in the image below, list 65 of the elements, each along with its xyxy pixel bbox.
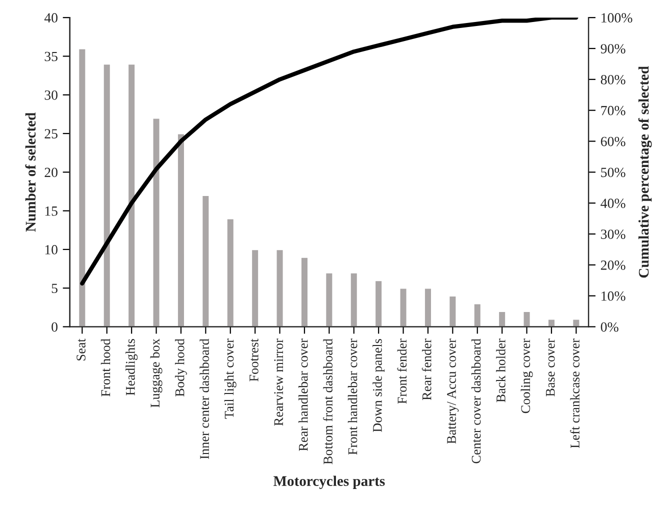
y-tick-label: 30 (44, 90, 58, 100)
y2-tick-label: 80% (600, 74, 626, 84)
bar (127, 63, 136, 327)
y2-tick-label: 20% (600, 260, 626, 270)
bar (201, 194, 210, 327)
x-tick-label: Bottom front dashboard (323, 338, 332, 464)
bar (374, 280, 383, 327)
x-tick-label: Down side panels (372, 339, 385, 432)
y2-tick-label: 0% (600, 322, 618, 332)
y2-tick-label: 10% (602, 291, 626, 301)
bar (226, 218, 235, 327)
x-tick-label: Center cover dashboard (471, 338, 481, 464)
bar (498, 310, 506, 327)
x-tick-label: Luggage box (150, 338, 162, 408)
y2-tick-label: 100% (602, 13, 632, 23)
bar (176, 132, 186, 327)
x-tick-label: Base cover (546, 338, 555, 396)
x-axis-title: Motorcycles parts (273, 476, 385, 489)
bar (472, 302, 482, 327)
y-tick-label: 0 (52, 322, 58, 332)
x-tick-label: Cooling cover (520, 338, 533, 414)
bar (152, 117, 161, 327)
bar (324, 272, 334, 327)
x-tick-label: Headlights (126, 339, 138, 396)
y2-tick-label: 40% (600, 198, 626, 208)
bar (547, 318, 556, 327)
x-tick-label: Body hood (174, 338, 187, 396)
bar (250, 248, 260, 327)
y2-axis-title: Cumulative percentage of selected (638, 66, 652, 278)
y-tick-label: 20 (44, 168, 58, 178)
x-tick-label: Front hood (100, 338, 110, 396)
y-axis-title: Number of selected (25, 112, 36, 232)
bar (300, 256, 309, 327)
x-tick-label: Back holder (496, 338, 506, 402)
x-tick-label: Inner center dashboard (200, 338, 209, 459)
x-tick-label: Front handlebar cover (348, 338, 358, 455)
y2-tick-label: 70% (601, 106, 626, 116)
y-tick-label: 40 (44, 13, 58, 23)
x-tick-label: Battery/ Accu cover (447, 338, 459, 444)
bar (102, 63, 112, 327)
bar (522, 310, 532, 327)
y-tick-label: 25 (44, 129, 58, 138)
x-tick-label: Front fender (397, 338, 407, 404)
x-tick-label: Footrest (250, 338, 258, 382)
bar (448, 295, 458, 327)
y2-tick-label: 30% (600, 230, 626, 239)
x-tick-label: Rear handlebar cover (298, 338, 308, 451)
y2-tick-label: 60% (600, 136, 626, 146)
bar (398, 287, 408, 327)
y2-tick-label: 50% (601, 168, 626, 178)
x-tick-label: Tail light cover (224, 338, 236, 419)
bar (275, 248, 284, 327)
y-tick-label: 15 (45, 206, 58, 216)
bar (424, 287, 432, 327)
x-tick-label: Seat (76, 338, 86, 360)
y2-tick-label: 90% (600, 44, 626, 54)
bar (78, 48, 87, 327)
y-tick-label: 35 (44, 52, 58, 62)
x-tick-label: Left crankcase cover (570, 338, 580, 448)
bar (349, 272, 358, 327)
y-tick-label: 5 (52, 284, 58, 294)
x-tick-label: Rear fender (422, 338, 432, 400)
y-tick-label: 10 (45, 245, 58, 254)
line-series (80, 18, 578, 286)
x-tick-label: Rearview mirror (274, 338, 284, 426)
